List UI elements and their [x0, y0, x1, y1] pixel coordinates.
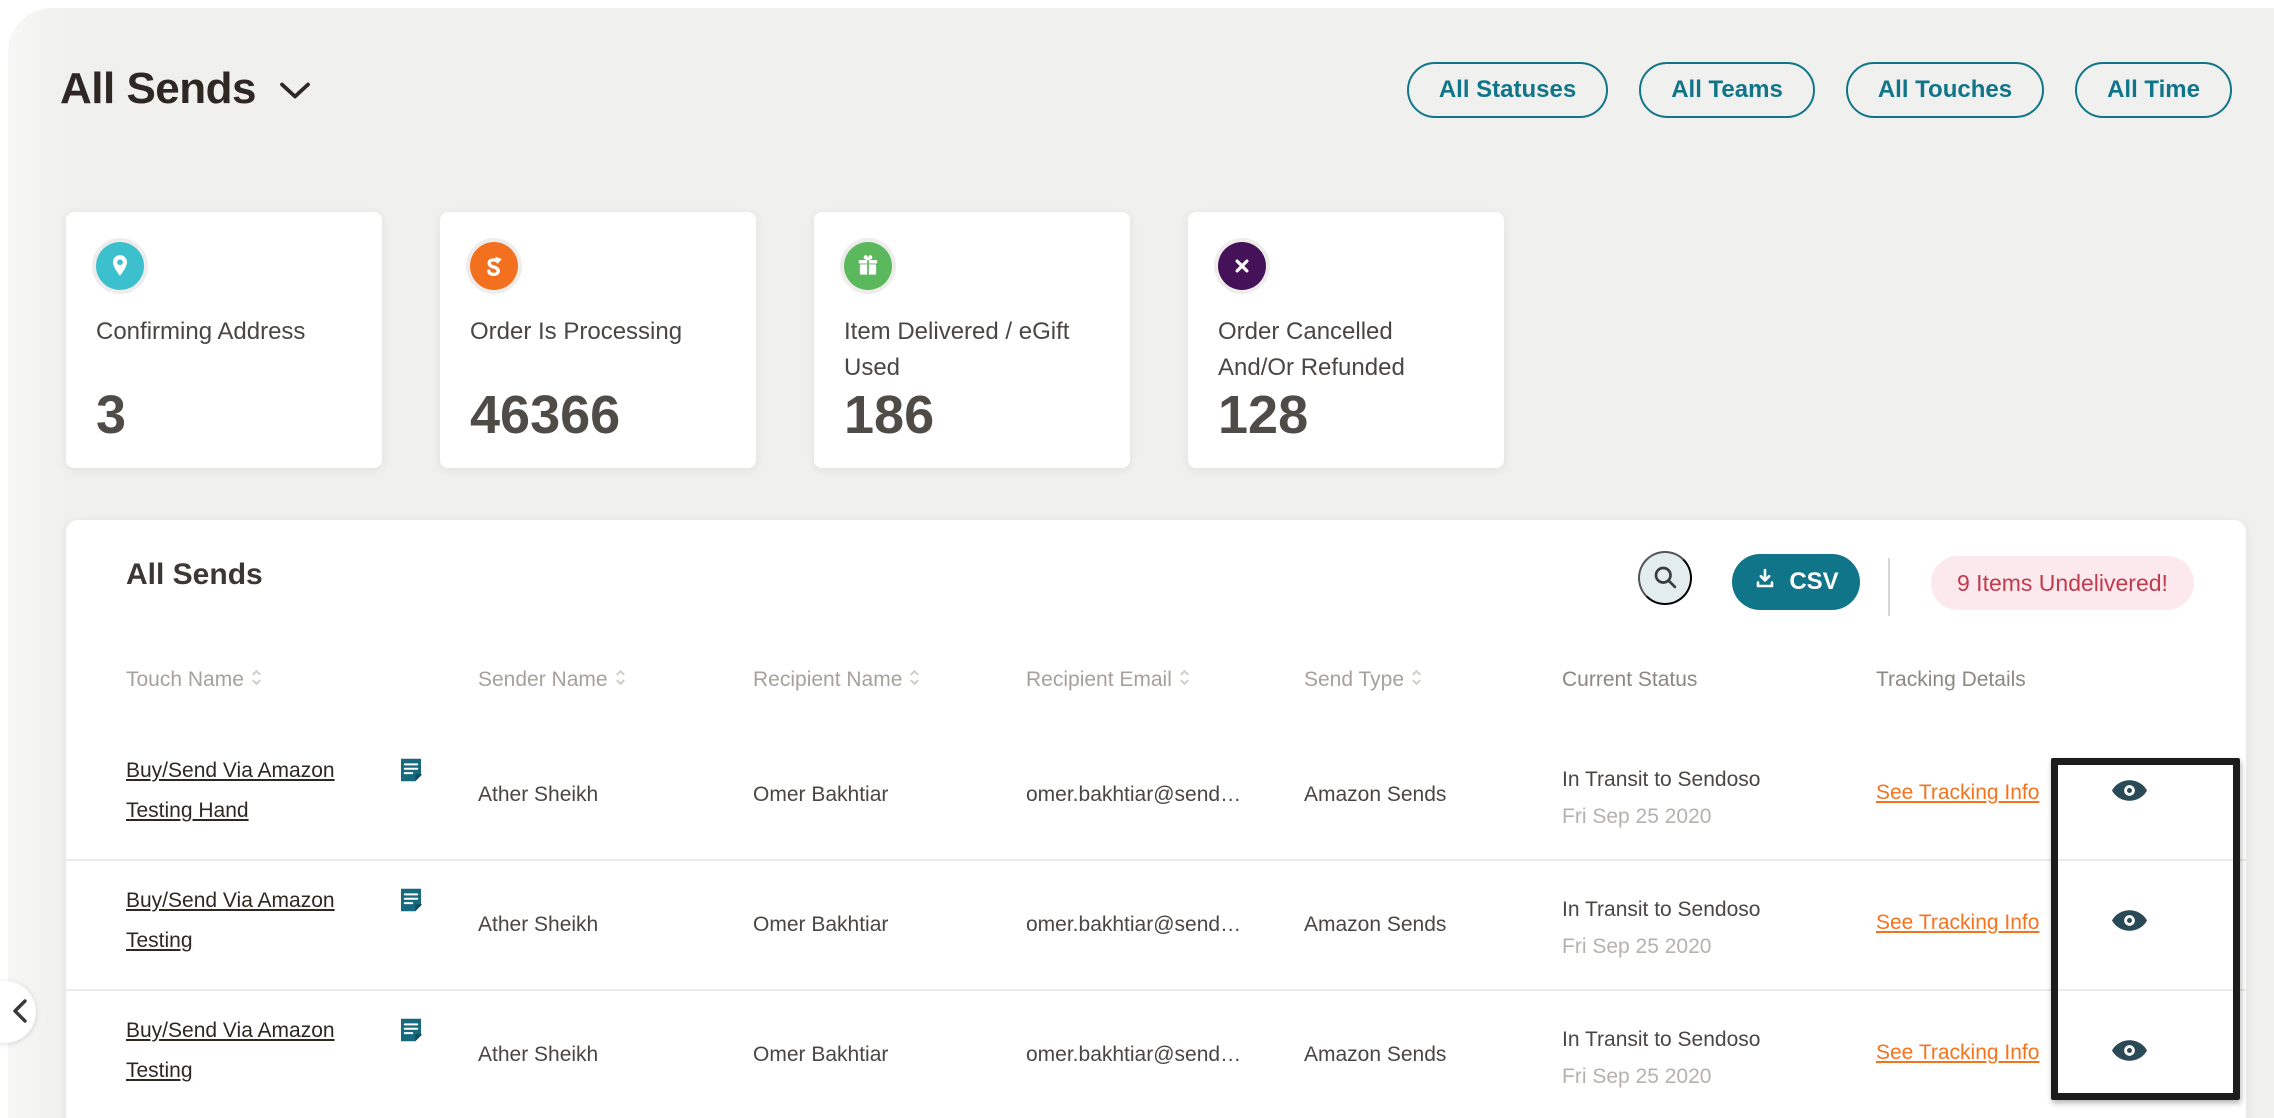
tracking-link-cell: See Tracking Info	[1876, 911, 2039, 935]
column-header-sender-name[interactable]: Sender Name	[478, 668, 626, 692]
send-type-cell: Amazon Sends	[1304, 913, 1447, 936]
view-details-button[interactable]	[2111, 909, 2148, 935]
note-icon[interactable]	[396, 755, 426, 790]
recipient-name-cell: Omer Bakhtiar	[753, 1043, 889, 1066]
download-csv-button[interactable]: CSV	[1732, 554, 1860, 610]
eye-icon	[2111, 1040, 2148, 1065]
eye-icon	[2111, 780, 2148, 805]
filter-all-statuses[interactable]: All Statuses	[1406, 62, 1609, 118]
sort-icon[interactable]	[251, 668, 262, 692]
recipient-name-cell: Omer Bakhtiar	[753, 913, 889, 936]
chevron-down-icon	[278, 81, 312, 105]
sort-icon[interactable]	[909, 668, 920, 692]
recipient-email-cell: omer.bakhtiar@send…	[1026, 913, 1242, 936]
main-content-panel: All Sends All Statuses All Teams All Tou…	[0, 8, 2274, 1118]
table-row: Buy/Send Via Amazon Testing Ather Sheikh…	[66, 861, 2246, 991]
search-icon	[1651, 563, 1679, 594]
stat-label: Confirming Address	[96, 318, 306, 345]
sort-icon[interactable]	[1179, 668, 1190, 692]
page-title: All Sends	[60, 64, 257, 113]
view-details-button[interactable]	[2111, 779, 2148, 805]
location-pin-icon	[96, 242, 144, 290]
page-title-dropdown[interactable]: All Sends	[60, 64, 312, 114]
column-header-touch-name[interactable]: Touch Name	[126, 668, 262, 692]
sidebar-collapse-button[interactable]	[0, 981, 36, 1043]
sendoso-send-icon	[470, 242, 518, 290]
note-icon[interactable]	[396, 1015, 426, 1050]
stat-label: Order Cancelled And/Or Refunded	[1218, 318, 1405, 381]
current-status-cell: In Transit to Sendoso Fri Sep 25 2020	[1562, 1021, 1760, 1095]
see-tracking-info-link[interactable]: See Tracking Info	[1876, 1041, 2040, 1064]
current-status-cell: In Transit to Sendoso Fri Sep 25 2020	[1562, 891, 1760, 965]
see-tracking-info-link[interactable]: See Tracking Info	[1876, 911, 2040, 934]
stat-card-order-processing: Order Is Processing 46366	[440, 212, 756, 468]
status-text: In Transit to Sendoso	[1562, 1028, 1761, 1051]
touch-name-link[interactable]: Buy/Send Via Amazon Testing	[126, 889, 335, 952]
stat-value: 46366	[470, 385, 621, 445]
stat-card-order-cancelled: Order Cancelled And/Or Refunded 128	[1188, 212, 1504, 468]
stat-value: 128	[1218, 385, 1309, 445]
stat-card-confirming-address: Confirming Address 3	[66, 212, 382, 468]
column-header-current-status: Current Status	[1562, 668, 1698, 691]
sort-icon[interactable]	[615, 668, 626, 692]
sort-icon[interactable]	[1411, 668, 1422, 692]
cancel-x-icon	[1218, 242, 1266, 290]
view-details-button[interactable]	[2111, 1039, 2148, 1065]
table-row: Buy/Send Via Amazon Testing Hand Ather S…	[66, 731, 2246, 861]
all-sends-table-card: All Sends CSV 9 Items Undelivered! Touch…	[66, 520, 2246, 1118]
sender-name-cell: Ather Sheikh	[478, 783, 599, 806]
table-title: All Sends	[126, 558, 263, 591]
column-header-recipient-name[interactable]: Recipient Name	[753, 668, 920, 692]
filter-all-time[interactable]: All Time	[2075, 62, 2232, 118]
stat-label: Item Delivered / eGift Used	[844, 318, 1070, 381]
send-type-cell: Amazon Sends	[1304, 1043, 1447, 1066]
status-text: In Transit to Sendoso	[1562, 768, 1761, 791]
chevron-left-icon	[12, 998, 28, 1027]
column-header-tracking-details: Tracking Details	[1876, 668, 2026, 691]
status-text: In Transit to Sendoso	[1562, 898, 1761, 921]
see-tracking-info-link[interactable]: See Tracking Info	[1876, 781, 2040, 804]
send-type-cell: Amazon Sends	[1304, 783, 1447, 806]
recipient-email-cell: omer.bakhtiar@send…	[1026, 1043, 1242, 1066]
filter-all-teams[interactable]: All Teams	[1639, 62, 1815, 118]
filter-bar: All Statuses All Teams All Touches All T…	[1406, 62, 2232, 118]
stat-label: Order Is Processing	[470, 318, 683, 345]
sender-name-cell: Ather Sheikh	[478, 1043, 599, 1066]
recipient-name-cell: Omer Bakhtiar	[753, 783, 889, 806]
table-row: Buy/Send Via Amazon Testing Ather Sheikh…	[66, 991, 2246, 1118]
sender-name-cell: Ather Sheikh	[478, 913, 599, 936]
column-header-recipient-email[interactable]: Recipient Email	[1026, 668, 1190, 692]
filter-all-touches[interactable]: All Touches	[1845, 62, 2045, 118]
touch-name-link[interactable]: Buy/Send Via Amazon Testing Hand	[126, 759, 335, 822]
touch-name-link[interactable]: Buy/Send Via Amazon Testing	[126, 1019, 335, 1082]
gift-icon	[844, 242, 892, 290]
undelivered-items-badge[interactable]: 9 Items Undelivered!	[1931, 556, 2194, 610]
status-date: Fri Sep 25 2020	[1562, 1065, 1712, 1088]
tracking-link-cell: See Tracking Info	[1876, 781, 2039, 805]
current-status-cell: In Transit to Sendoso Fri Sep 25 2020	[1562, 761, 1760, 835]
recipient-email-cell: omer.bakhtiar@send…	[1026, 783, 1242, 806]
download-icon	[1753, 567, 1777, 598]
column-header-send-type[interactable]: Send Type	[1304, 668, 1422, 692]
stat-value: 3	[96, 385, 127, 445]
stat-card-item-delivered: Item Delivered / eGift Used 186	[814, 212, 1130, 468]
stat-value: 186	[844, 385, 935, 445]
note-icon[interactable]	[396, 885, 426, 920]
tracking-link-cell: See Tracking Info	[1876, 1041, 2039, 1065]
eye-icon	[2111, 910, 2148, 935]
toolbar-divider	[1888, 558, 1890, 616]
status-date: Fri Sep 25 2020	[1562, 935, 1712, 958]
status-date: Fri Sep 25 2020	[1562, 805, 1712, 828]
csv-button-label: CSV	[1789, 568, 1839, 595]
stats-row: Confirming Address 3 Order Is Processing…	[66, 212, 1504, 468]
search-button[interactable]	[1638, 551, 1692, 605]
